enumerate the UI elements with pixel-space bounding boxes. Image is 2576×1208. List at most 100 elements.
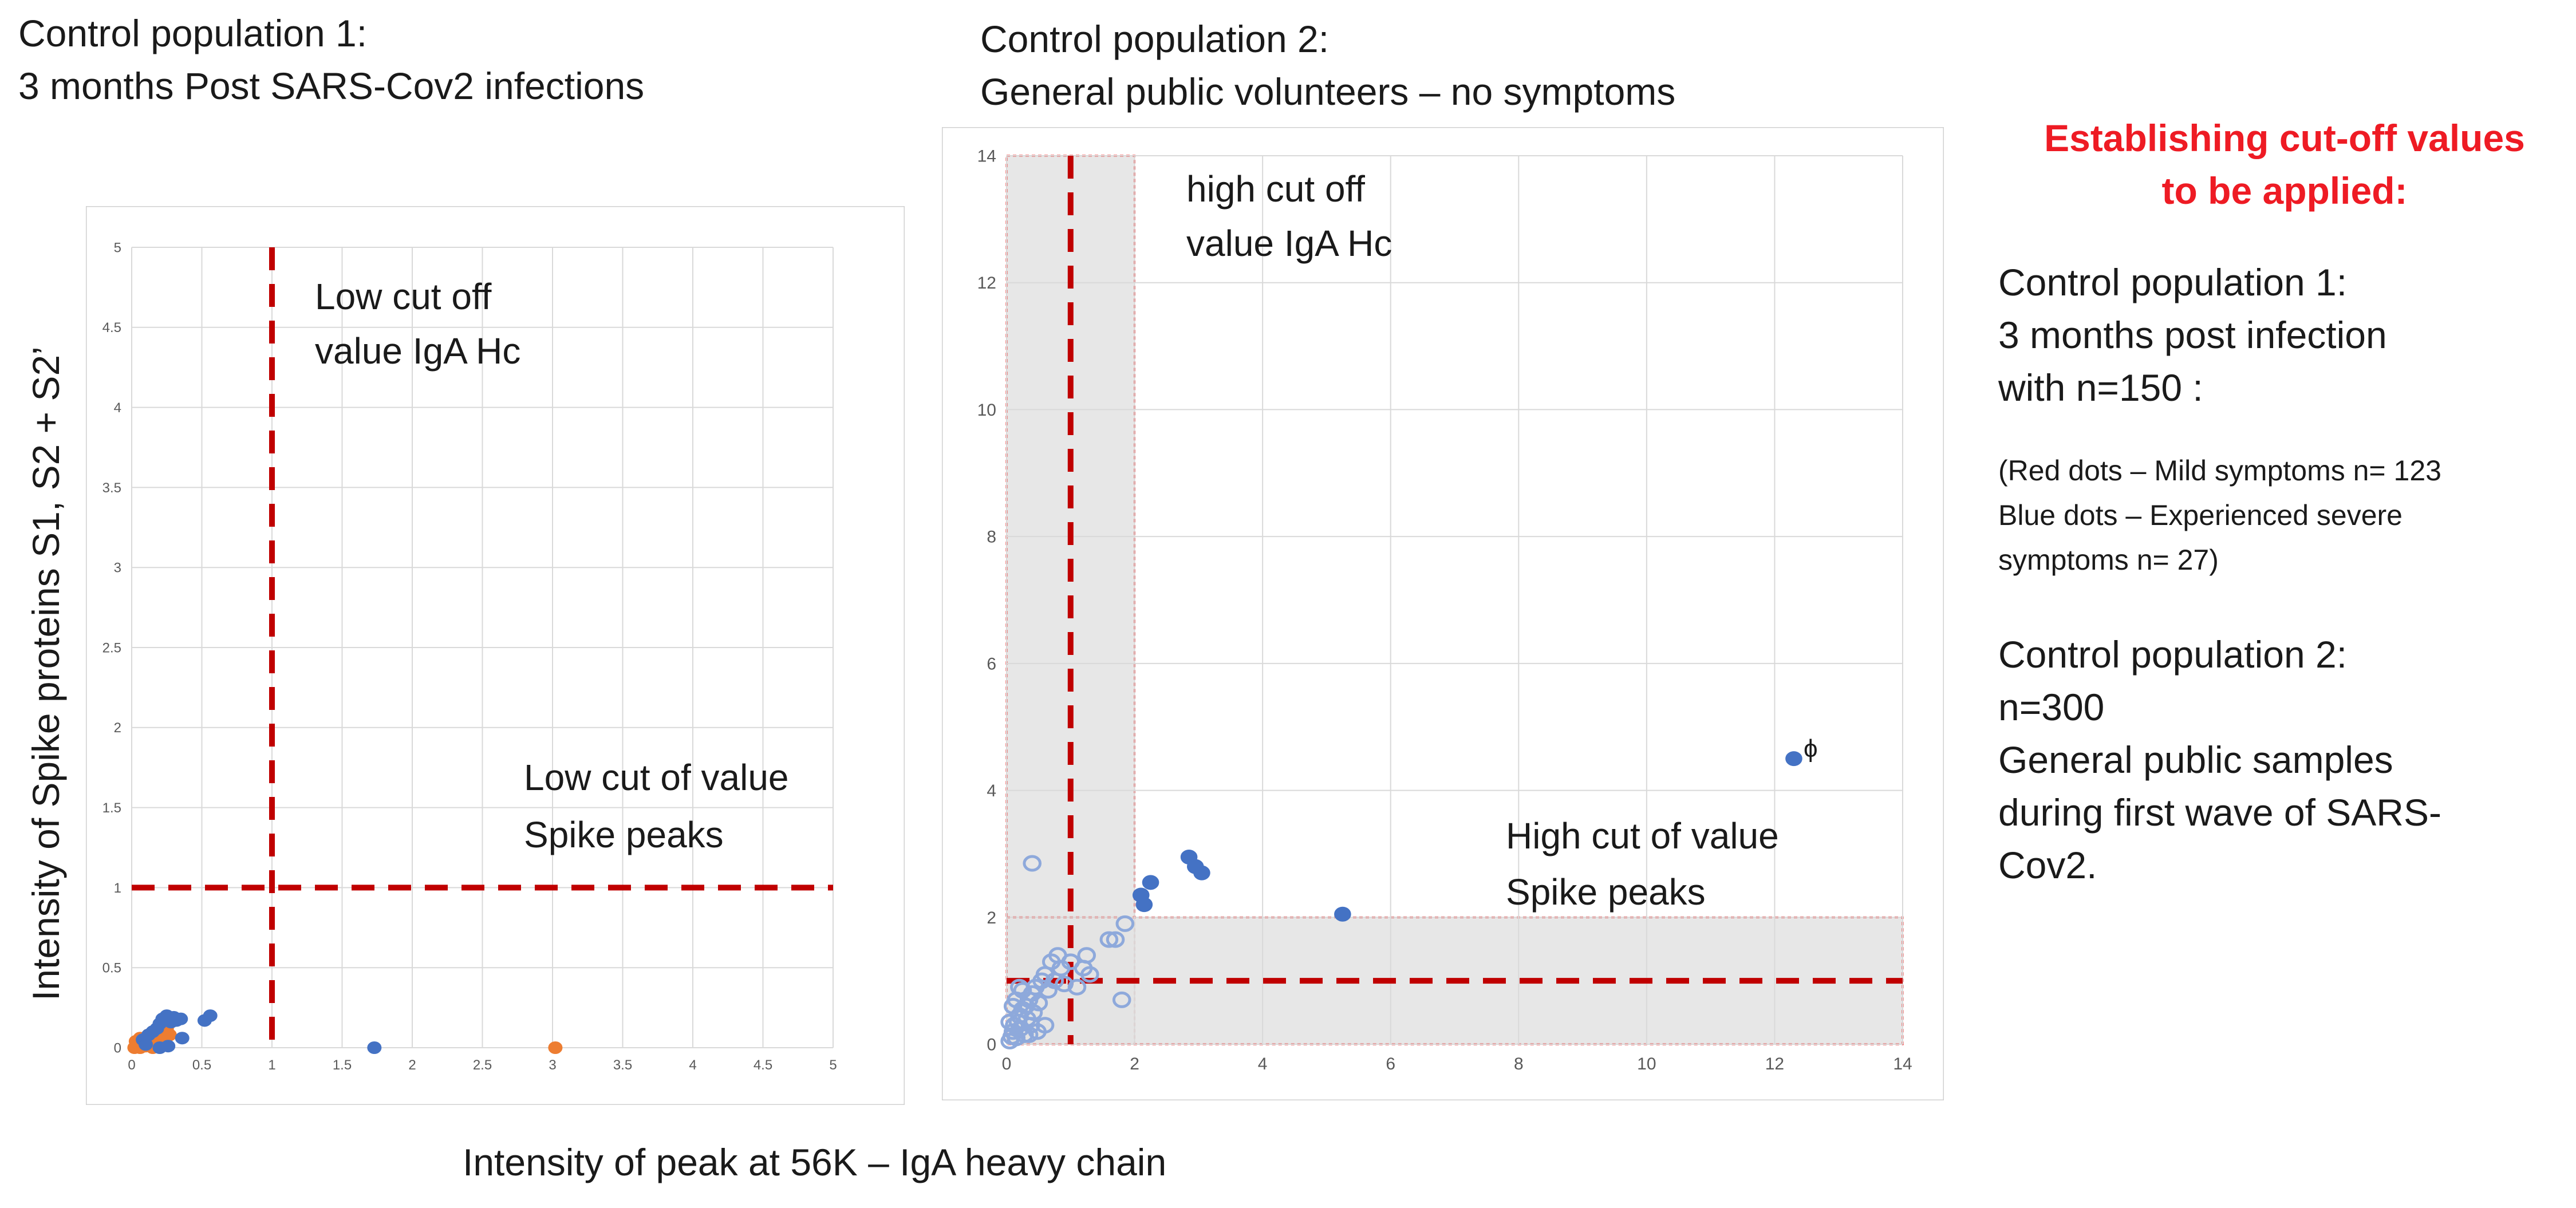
c2-y-tick-label: 4 bbox=[987, 781, 996, 800]
sidebar-population-2: Control population 2: n=300 General publ… bbox=[1998, 628, 2571, 891]
sidebar-legend-line2: Blue dots – Experienced severe bbox=[1998, 499, 2403, 531]
c2-x-tick-label: 2 bbox=[1130, 1055, 1139, 1073]
c2-point-series-1 bbox=[1142, 875, 1159, 890]
sidebar: Establishing cut-off values to be applie… bbox=[1998, 112, 2571, 891]
sidebar-p2-line3: General public samples bbox=[1998, 739, 2393, 781]
sidebar-p2-line5: Cov2. bbox=[1998, 844, 2097, 886]
sidebar-population-1: Control population 1: 3 months post infe… bbox=[1998, 256, 2571, 414]
sidebar-legend-line3: symptoms n= 27) bbox=[1998, 544, 2219, 576]
panel1-heading: Control population 1: 3 months Post SARS… bbox=[18, 7, 644, 112]
panel1-heading-line2: 3 months Post SARS-Cov2 infections bbox=[18, 65, 645, 107]
c1-y-tick-label: 1 bbox=[114, 881, 121, 896]
sidebar-p1-line2: 3 months post infection bbox=[1998, 314, 2387, 356]
shared-x-axis-label: Intensity of peak at 56K – IgA heavy cha… bbox=[463, 1141, 1167, 1183]
c2-x-tick-label: 6 bbox=[1386, 1055, 1395, 1073]
c1-y-tick-label: 0 bbox=[114, 1040, 121, 1056]
c2-y-tick-label: 8 bbox=[987, 528, 996, 547]
c1-y-tick-label: 4 bbox=[114, 400, 121, 416]
sidebar-legend: (Red dots – Mild symptoms n= 123 Blue do… bbox=[1998, 448, 2571, 582]
c2-y-tick-label: 10 bbox=[977, 401, 996, 420]
c1-y-tick-label: 3 bbox=[114, 560, 121, 576]
c1-x-tick-label: 1.5 bbox=[333, 1057, 352, 1073]
c2-point-series-0 bbox=[1112, 991, 1131, 1008]
c2-y-tick-label: 6 bbox=[987, 654, 996, 673]
chart2-x-cutoff-text-2: value IgA Hc bbox=[1186, 223, 1392, 264]
c2-x-tick-label: 12 bbox=[1765, 1055, 1784, 1073]
c1-point-series-0 bbox=[162, 1028, 177, 1041]
c1-x-tick-label: 3.5 bbox=[613, 1057, 632, 1073]
c2-point-series-0 bbox=[1023, 855, 1042, 872]
c2-point-series-1 bbox=[1334, 906, 1351, 922]
c2-point-series-0 bbox=[1000, 1013, 1019, 1031]
c2-x-tick-label: 14 bbox=[1893, 1055, 1912, 1073]
c1-point-series-1 bbox=[173, 1012, 188, 1025]
c1-point-series-0 bbox=[548, 1041, 563, 1054]
c2-point-series-0 bbox=[1106, 931, 1125, 948]
c1-point-series-1 bbox=[367, 1041, 382, 1054]
chart1-x-cutoff-annotation: Low cut off value IgA Hc bbox=[315, 276, 520, 372]
sidebar-legend-line1: (Red dots – Mild symptoms n= 123 bbox=[1998, 455, 2441, 487]
panel2-heading: Control population 2: General public vol… bbox=[980, 13, 1675, 118]
chart1-x-cutoff-text-1: Low cut off bbox=[315, 276, 492, 317]
c1-point-series-1 bbox=[203, 1009, 218, 1023]
sidebar-heading-line2: to be applied: bbox=[2161, 169, 2408, 212]
c1-y-tick-label: 3.5 bbox=[102, 480, 121, 496]
c2-point-series-1 bbox=[1193, 865, 1210, 881]
c2-point-series-0 bbox=[1003, 997, 1023, 1014]
c2-point-series-0 bbox=[1024, 1004, 1043, 1021]
chart2-y-cutoff-text-2: Spike peaks bbox=[1506, 871, 1706, 913]
chart2-y-cutoff-annotation: High cut of value Spike peaks bbox=[1506, 815, 1779, 913]
c1-x-tick-label: 2.5 bbox=[473, 1057, 492, 1073]
chart1-y-cutoff-annotation: Low cut of value Spike peaks bbox=[524, 757, 789, 855]
sidebar-p1-line3: with n=150 : bbox=[1998, 366, 2203, 409]
c1-x-tick-label: 5 bbox=[829, 1057, 837, 1073]
c2-point-series-0 bbox=[1019, 1026, 1039, 1043]
chart-population-2: 0 2 4 6 8 10 12 14 0 2 4 6 8 10 12 14 high cut off valu… bbox=[942, 127, 1944, 1100]
c2-y-tick-label: 2 bbox=[987, 909, 996, 927]
chart2-x-cutoff-annotation: high cut off value IgA Hc bbox=[1186, 168, 1392, 264]
c1-point-series-1 bbox=[161, 1040, 176, 1053]
c2-point-series-0 bbox=[1055, 976, 1074, 993]
c2-x-tick-label: 10 bbox=[1637, 1055, 1656, 1073]
chart2-x-cutoff-text-1: high cut off bbox=[1186, 168, 1365, 210]
c2-point-series-1 bbox=[1785, 751, 1802, 767]
chart2-outlier-marker: ϕ bbox=[1804, 735, 1818, 763]
panel2-heading-line2: General public volunteers – no symptoms bbox=[980, 70, 1676, 113]
sidebar-p1-line1: Control population 1: bbox=[1998, 261, 2348, 303]
c2-y-tick-label: 0 bbox=[987, 1036, 996, 1055]
c1-x-tick-label: 1 bbox=[268, 1057, 275, 1073]
chart-population-1: 0 0.5 1 1.5 2 2.5 3 3.5 4 4.5 5 0 0.5 1 1.5 2 2.5 3 3.5 4 4.… bbox=[86, 206, 905, 1105]
c2-y-tick-label: 14 bbox=[977, 147, 996, 166]
c1-x-tick-label: 4.5 bbox=[754, 1057, 772, 1073]
c2-point-series-0 bbox=[1010, 978, 1029, 996]
c2-x-tick-label: 8 bbox=[1514, 1055, 1524, 1073]
c1-point-series-1 bbox=[139, 1038, 153, 1051]
c1-x-tick-label: 2 bbox=[408, 1057, 416, 1073]
c1-y-tick-label: 1.5 bbox=[102, 800, 121, 816]
panel1-heading-line1: Control population 1: bbox=[18, 12, 368, 54]
sidebar-p2-line1: Control population 2: bbox=[1998, 633, 2348, 676]
sidebar-p2-line4: during first wave of SARS- bbox=[1998, 791, 2441, 834]
chart1-y-cutoff-text-2: Spike peaks bbox=[524, 814, 724, 855]
c1-point-series-1 bbox=[175, 1032, 190, 1045]
c1-y-tick-label: 2 bbox=[114, 720, 121, 736]
c2-y-tick-label: 12 bbox=[977, 274, 996, 293]
c2-point-series-0 bbox=[1077, 947, 1096, 964]
c1-y-tick-label: 4.5 bbox=[102, 320, 121, 335]
sidebar-heading-line1: Establishing cut-off values bbox=[2044, 117, 2525, 159]
c1-y-tick-label: 2.5 bbox=[102, 640, 121, 656]
panel2-heading-line1: Control population 2: bbox=[980, 18, 1330, 60]
c1-y-tick-label: 0.5 bbox=[102, 961, 121, 976]
sidebar-heading: Establishing cut-off values to be applie… bbox=[1998, 112, 2571, 217]
chart1-y-cutoff-text-1: Low cut of value bbox=[524, 757, 789, 798]
c2-point-series-0 bbox=[1013, 982, 1032, 999]
c2-point-series-0 bbox=[1080, 966, 1099, 983]
c2-point-series-0 bbox=[1029, 994, 1048, 1012]
c2-point-series-0 bbox=[1115, 915, 1135, 932]
sidebar-p2-line2: n=300 bbox=[1998, 686, 2105, 728]
chart1-x-cutoff-text-2: value IgA Hc bbox=[315, 330, 520, 372]
c2-point-series-0 bbox=[1099, 931, 1119, 948]
c1-x-tick-label: 0 bbox=[128, 1057, 135, 1073]
chart2-y-cutoff-text-1: High cut of value bbox=[1506, 815, 1779, 856]
c1-x-tick-label: 0.5 bbox=[192, 1057, 211, 1073]
